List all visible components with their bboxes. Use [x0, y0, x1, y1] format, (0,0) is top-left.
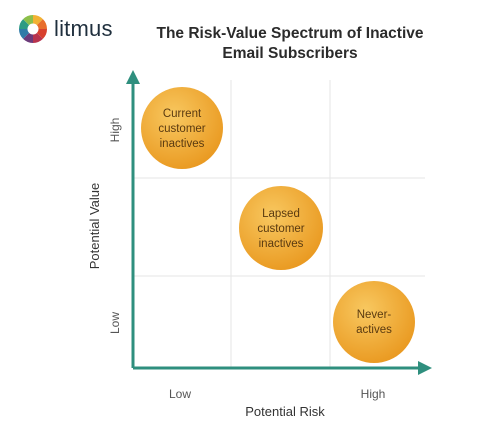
diagram-title: The Risk-Value Spectrum of Inactive Emai… — [140, 24, 440, 64]
litmus-wheel-icon — [19, 15, 47, 43]
bubble-text-line: inactives — [160, 138, 205, 150]
litmus-logo: litmus — [18, 14, 113, 44]
y-axis-arrow — [126, 70, 140, 84]
x-axis-arrow — [418, 361, 432, 375]
logo-wordmark: litmus — [54, 16, 113, 41]
bubble-current-customer-inactives: Current customer inactives — [141, 87, 223, 169]
bubble-circle — [239, 186, 323, 270]
bubble-circle — [141, 87, 223, 169]
y-low-label: Low — [108, 312, 122, 334]
bubble-text-line: Never- — [357, 309, 392, 321]
bubble-text-line: Lapsed — [262, 208, 300, 220]
y-axis-title: Potential Value — [87, 183, 102, 270]
grid — [134, 80, 425, 368]
title-line-2: Email Subscribers — [222, 45, 358, 62]
x-low-label: Low — [169, 387, 191, 401]
axes — [126, 70, 432, 375]
bubble-text-line: actives — [356, 324, 392, 336]
bubble-text-line: customer — [257, 223, 304, 235]
x-axis-title: Potential Risk — [245, 404, 325, 419]
y-high-label: High — [108, 118, 122, 143]
bubble-text-line: customer — [158, 123, 205, 135]
bubble-lapsed-customer-inactives: Lapsed customer inactives — [239, 186, 323, 270]
title-line-1: The Risk-Value Spectrum of Inactive — [156, 25, 424, 42]
x-high-label: High — [361, 387, 386, 401]
bubble-circle — [333, 281, 415, 363]
bubble-never-actives: Never- actives — [333, 281, 415, 363]
bubble-text-line: Current — [163, 108, 202, 120]
bubble-text-line: inactives — [259, 238, 304, 250]
